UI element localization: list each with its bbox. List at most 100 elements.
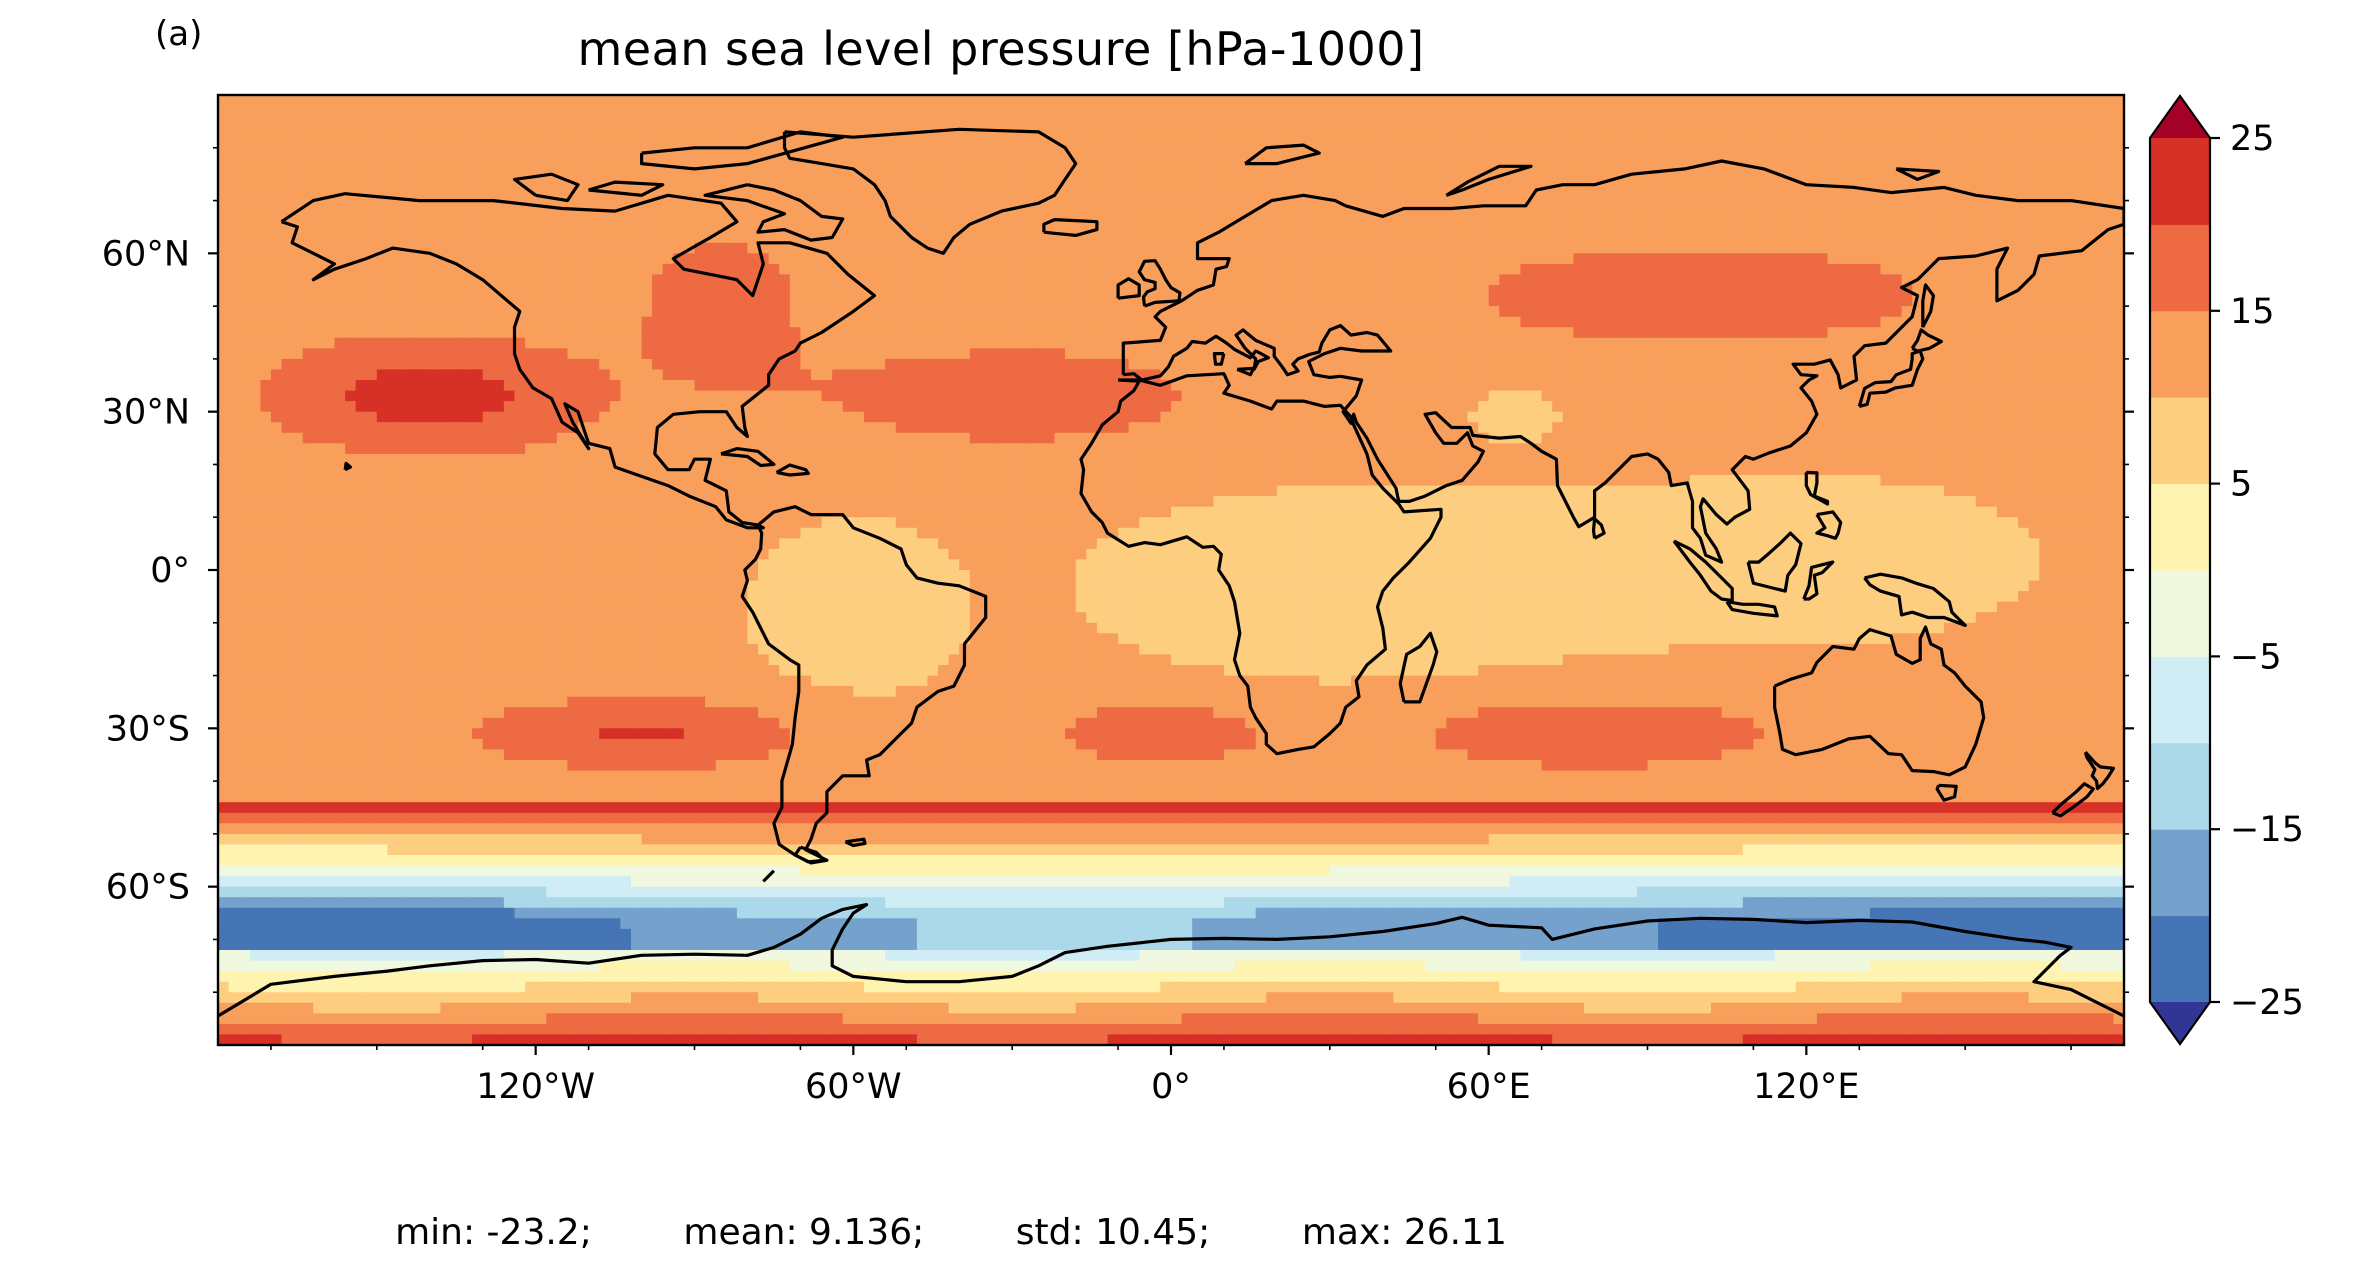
field-cell <box>440 179 452 191</box>
field-cell <box>408 253 420 265</box>
field-cell <box>1774 316 1786 329</box>
field-cell <box>2081 285 2093 297</box>
field-cell <box>1986 95 1998 107</box>
field-cell <box>1552 369 1564 381</box>
field-cell <box>821 274 833 286</box>
field-cell <box>239 358 251 371</box>
field-cell <box>1605 327 1617 339</box>
field-cell <box>1276 137 1289 149</box>
field-cell <box>758 285 770 297</box>
field-cell <box>567 369 579 381</box>
field-cell <box>1245 190 1257 202</box>
field-cell <box>1912 190 1924 202</box>
field-cell <box>1742 253 1755 265</box>
field-cell <box>1647 285 1659 297</box>
field-cell <box>1732 253 1744 265</box>
field-cell <box>599 369 611 381</box>
field-cell <box>1435 306 1448 318</box>
field-cell <box>1012 179 1024 191</box>
field-cell <box>1245 232 1257 244</box>
field-cell <box>1573 126 1585 139</box>
field-cell <box>1022 221 1035 234</box>
field-cell <box>1382 348 1395 360</box>
field-cell <box>609 147 622 160</box>
field-cell <box>1753 211 1765 223</box>
field-cell <box>2007 327 2019 339</box>
field-cell <box>482 285 495 297</box>
field-cell <box>1827 137 1839 149</box>
field-cell <box>662 116 675 128</box>
field-cell <box>1308 211 1321 223</box>
field-cell <box>472 116 484 128</box>
field-cell <box>1531 295 1543 307</box>
field-cell <box>842 105 855 117</box>
field-cell <box>1689 168 1702 181</box>
field-cell <box>1912 95 1924 107</box>
field-cell <box>969 327 982 339</box>
field-cell <box>1446 337 1458 350</box>
field-cell <box>1086 306 1098 318</box>
field-cell <box>705 116 717 128</box>
field-cell <box>1435 253 1448 265</box>
field-cell <box>1033 200 1045 212</box>
field-cell <box>641 200 653 212</box>
field-cell <box>1891 295 1903 307</box>
field-cell <box>313 295 325 307</box>
field-cell <box>1149 147 1162 160</box>
field-cell <box>927 253 939 265</box>
field-cell <box>1594 190 1606 202</box>
field-cell <box>2039 358 2051 371</box>
field-cell <box>1022 116 1035 128</box>
field-cell <box>1192 358 1204 371</box>
field-cell <box>1700 369 1712 381</box>
field-cell <box>1933 190 1945 202</box>
field-cell <box>281 147 293 160</box>
field-cell <box>609 348 622 360</box>
field-cell <box>1753 137 1765 149</box>
field-cell <box>662 211 675 223</box>
field-cell <box>1986 168 1998 181</box>
field-cell <box>1520 95 1532 107</box>
field-cell <box>1171 147 1183 160</box>
field-cell <box>821 190 833 202</box>
field-cell <box>1456 253 1469 265</box>
panel-label: (a) <box>155 14 203 54</box>
field-cell <box>885 327 897 339</box>
field-cell <box>451 211 463 223</box>
field-cell <box>355 295 368 307</box>
field-cell <box>546 285 558 297</box>
field-cell <box>1562 168 1575 181</box>
field-cell <box>503 380 516 392</box>
field-cell <box>980 285 992 297</box>
field-cell <box>1107 274 1119 286</box>
field-cell <box>578 306 590 318</box>
field-cell <box>387 358 399 371</box>
field-cell <box>1848 95 1861 107</box>
field-cell <box>747 116 759 128</box>
field-cell <box>1499 147 1511 160</box>
field-cell <box>1266 274 1278 286</box>
field-cell <box>1615 337 1628 350</box>
field-cell <box>419 116 431 128</box>
field-cell <box>969 263 982 276</box>
field-cell <box>1414 200 1426 212</box>
field-cell <box>1351 105 1363 117</box>
field-cell <box>1753 274 1765 286</box>
field-cell <box>842 95 855 107</box>
field-cell <box>1171 306 1183 318</box>
field-cell <box>1573 285 1585 297</box>
field-cell <box>599 232 611 244</box>
field-cell <box>800 358 812 371</box>
field-cell <box>1615 105 1628 117</box>
field-cell <box>1107 126 1119 139</box>
field-cell <box>1160 190 1172 202</box>
field-cell <box>938 274 950 286</box>
field-cell <box>2102 116 2115 128</box>
field-cell <box>991 253 1003 265</box>
field-cell <box>895 285 908 297</box>
field-cell <box>1319 316 1331 329</box>
field-cell <box>599 242 611 255</box>
field-cell <box>1605 274 1617 286</box>
field-cell <box>1425 211 1437 223</box>
field-cell <box>1404 242 1416 255</box>
